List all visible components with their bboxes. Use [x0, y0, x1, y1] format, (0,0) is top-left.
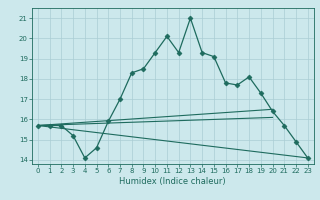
X-axis label: Humidex (Indice chaleur): Humidex (Indice chaleur): [119, 177, 226, 186]
